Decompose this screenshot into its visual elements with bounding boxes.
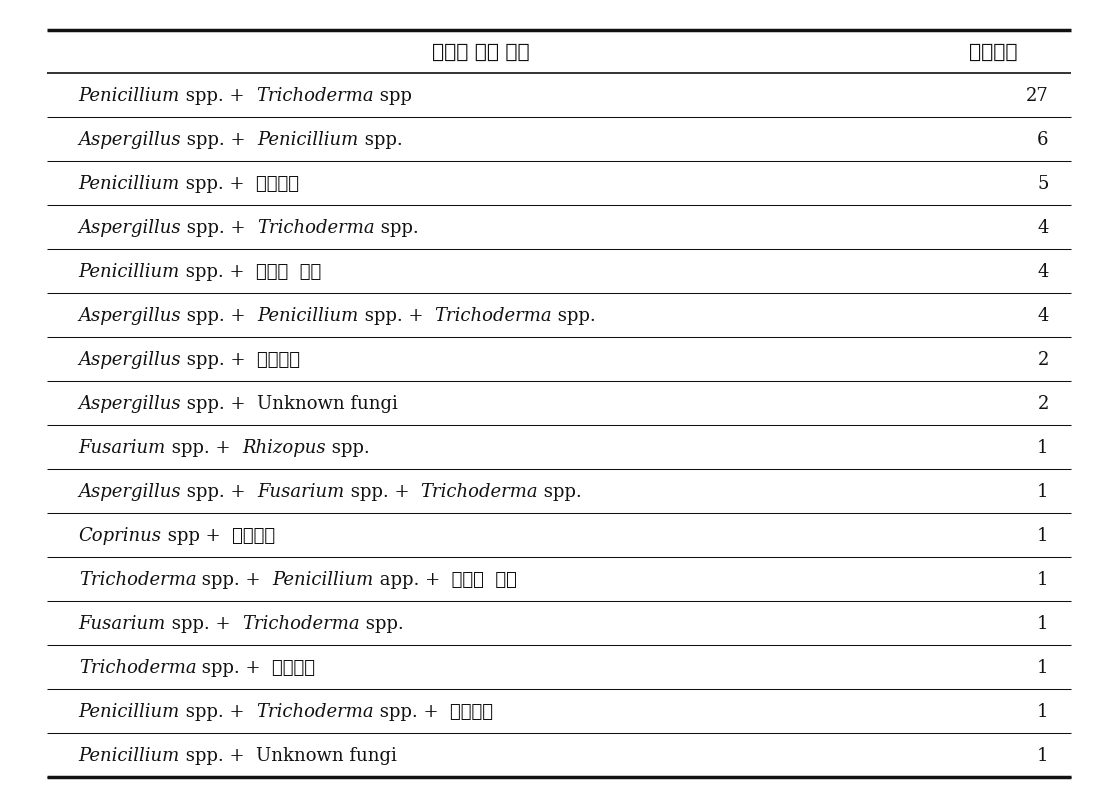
Text: 분리건수: 분리건수 [968, 43, 1017, 62]
Text: Trichoderma: Trichoderma [421, 483, 539, 500]
Text: 1: 1 [1037, 614, 1048, 633]
Text: Trichoderma: Trichoderma [256, 703, 374, 720]
Text: spp. +  담자균류: spp. + 담자균류 [196, 658, 315, 676]
Text: Trichoderma: Trichoderma [79, 570, 196, 589]
Text: spp. +: spp. + [181, 307, 257, 324]
Text: 1: 1 [1037, 746, 1048, 764]
Text: Trichoderma: Trichoderma [79, 658, 196, 676]
Text: Penicillium: Penicillium [79, 746, 180, 764]
Text: Rhizopus: Rhizopus [242, 438, 326, 456]
Text: spp. +  Unknown fungi: spp. + Unknown fungi [181, 394, 398, 413]
Text: spp. +: spp. + [180, 87, 256, 104]
Text: 6: 6 [1037, 131, 1048, 149]
Text: Trichoderma: Trichoderma [257, 218, 375, 237]
Text: 곰팡이 혼합 양상: 곰팡이 혼합 양상 [432, 43, 530, 62]
Text: Aspergillus: Aspergillus [79, 307, 181, 324]
Text: 5: 5 [1037, 174, 1048, 193]
Text: Trichoderma: Trichoderma [242, 614, 359, 633]
Text: spp.: spp. [375, 218, 418, 237]
Text: Penicillium: Penicillium [79, 87, 180, 104]
Text: Penicillium: Penicillium [257, 131, 358, 149]
Text: 4: 4 [1037, 307, 1048, 324]
Text: 1: 1 [1037, 703, 1048, 720]
Text: spp. +: spp. + [180, 703, 256, 720]
Text: 1: 1 [1037, 483, 1048, 500]
Text: Penicillium: Penicillium [273, 570, 374, 589]
Text: 27: 27 [1026, 87, 1048, 104]
Text: spp +  담자균류: spp + 담자균류 [161, 527, 275, 544]
Text: 4: 4 [1037, 263, 1048, 280]
Text: Penicillium: Penicillium [79, 263, 180, 280]
Text: spp: spp [374, 87, 412, 104]
Text: Trichoderma: Trichoderma [434, 307, 552, 324]
Text: spp.: spp. [326, 438, 370, 456]
Text: spp. +: spp. + [181, 131, 257, 149]
Text: Trichoderma: Trichoderma [256, 87, 374, 104]
Text: spp. +  효모형  균류: spp. + 효모형 균류 [180, 263, 322, 280]
Text: spp. +  Unknown fungi: spp. + Unknown fungi [180, 746, 397, 764]
Text: Fusarium: Fusarium [79, 438, 166, 456]
Text: 1: 1 [1037, 570, 1048, 589]
Text: spp. +: spp. + [181, 483, 257, 500]
Text: 1: 1 [1037, 438, 1048, 456]
Text: 2: 2 [1037, 394, 1048, 413]
Text: spp.: spp. [358, 131, 403, 149]
Text: spp. +: spp. + [181, 218, 257, 237]
Text: Aspergillus: Aspergillus [79, 394, 181, 413]
Text: spp. +: spp. + [358, 307, 434, 324]
Text: Aspergillus: Aspergillus [79, 218, 181, 237]
Text: Penicillium: Penicillium [257, 307, 358, 324]
Text: Penicillium: Penicillium [79, 703, 180, 720]
Text: Aspergillus: Aspergillus [79, 483, 181, 500]
Text: spp. +: spp. + [196, 570, 273, 589]
Text: 1: 1 [1037, 658, 1048, 676]
Text: 1: 1 [1037, 527, 1048, 544]
Text: spp. +: spp. + [166, 438, 242, 456]
Text: 4: 4 [1037, 218, 1048, 237]
Text: Fusarium: Fusarium [257, 483, 345, 500]
Text: spp. +  담자균류: spp. + 담자균류 [180, 174, 299, 193]
Text: spp. +: spp. + [166, 614, 242, 633]
Text: spp. +  담자균류: spp. + 담자균류 [374, 703, 493, 720]
Text: Fusarium: Fusarium [79, 614, 166, 633]
Text: spp.: spp. [552, 307, 595, 324]
Text: app. +  효모형  균류: app. + 효모형 균류 [374, 570, 516, 589]
Text: Aspergillus: Aspergillus [79, 351, 181, 369]
Text: Aspergillus: Aspergillus [79, 131, 181, 149]
Text: spp.: spp. [539, 483, 582, 500]
Text: 2: 2 [1037, 351, 1048, 369]
Text: spp.: spp. [359, 614, 403, 633]
Text: Penicillium: Penicillium [79, 174, 180, 193]
Text: Coprinus: Coprinus [79, 527, 161, 544]
Text: spp. +: spp. + [345, 483, 421, 500]
Text: spp. +  담자균류: spp. + 담자균류 [181, 351, 301, 369]
